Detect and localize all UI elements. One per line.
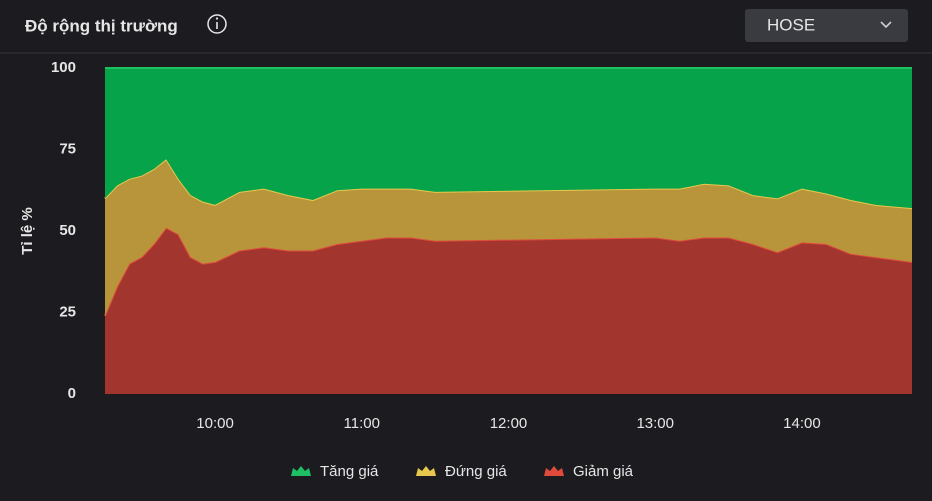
legend-item[interactable]: Tăng giá [291,463,379,480]
legend-label: Đứng giá [445,463,507,480]
y-tick-label: 75 [59,140,76,157]
legend-item[interactable]: Giảm giá [544,463,634,480]
area [105,68,912,209]
exchange-dropdown[interactable]: HOSE [745,9,908,42]
legend-marker [544,466,564,476]
legend-label: Giảm giá [573,463,634,480]
area [105,159,912,316]
legend-marker [291,466,311,476]
y-axis-label: Tỉ lệ % [19,207,36,255]
y-tick-label: 100 [51,59,76,76]
x-tick-label: 12:00 [490,415,528,432]
legend-item[interactable]: Đứng giá [416,463,507,480]
area [105,227,912,394]
y-tick-label: 25 [59,303,76,320]
y-tick-label: 50 [59,222,76,239]
legend-label: Tăng giá [320,463,379,480]
x-tick-label: 11:00 [344,415,380,432]
panel-title: Độ rộng thị trường [25,16,178,35]
legend-marker [416,466,436,476]
info-icon[interactable] [207,14,227,34]
x-tick-label: 14:00 [783,415,821,432]
x-tick-label: 10:00 [196,415,234,432]
x-tick-label: 13:00 [636,415,674,432]
y-tick-label: 0 [68,385,76,402]
dropdown-value: HOSE [767,15,815,34]
